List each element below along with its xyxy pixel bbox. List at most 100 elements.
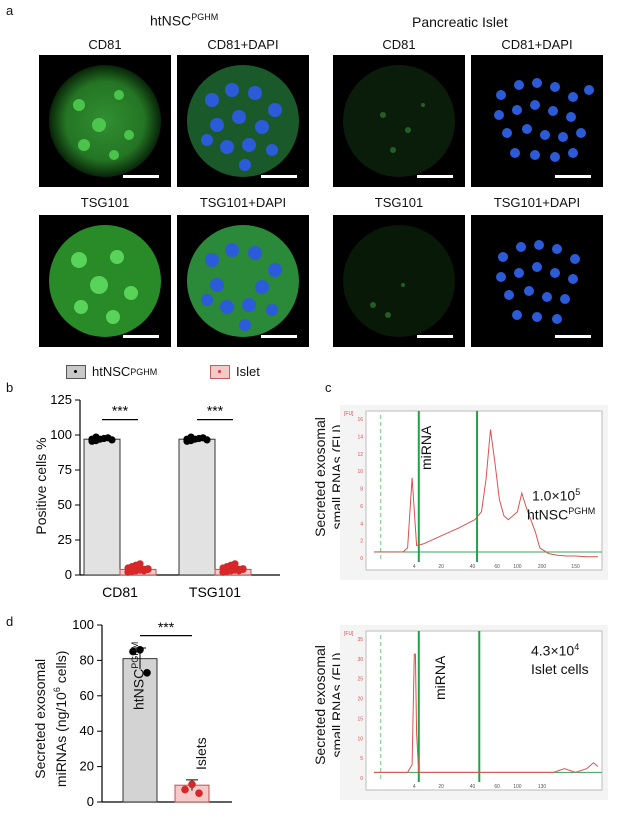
y-tick-label: 60 bbox=[80, 688, 94, 703]
group-label-htnsc: htNSCPGHM bbox=[150, 12, 218, 29]
data-point bbox=[187, 434, 194, 441]
panel-d-xlabel-htnsc-base: htNSC bbox=[131, 669, 147, 710]
panel-c-bottom-mirna: miRNA bbox=[432, 656, 448, 700]
chart-panel-d: 0 20 40 60 80 100 *** bbox=[62, 615, 282, 815]
sig-label: *** bbox=[112, 402, 129, 418]
sig-label: *** bbox=[207, 402, 224, 418]
sig-label: *** bbox=[158, 619, 175, 635]
y-tick-label: 40 bbox=[80, 723, 94, 738]
legend-islet-label: Islet bbox=[236, 364, 260, 379]
legend-dot-islet bbox=[218, 370, 221, 373]
legend-swatch-htnsc bbox=[66, 365, 86, 379]
y-tick-label: 0 bbox=[360, 556, 363, 562]
y-tick-label: 80 bbox=[80, 652, 94, 667]
x-tick-label: 60 bbox=[494, 564, 500, 570]
micrograph-htnsc-cd81-art bbox=[39, 55, 171, 187]
img-title-1: CD81 bbox=[39, 37, 171, 52]
img-title-5: TSG101 bbox=[39, 195, 171, 210]
y-tick-label: 35 bbox=[357, 637, 363, 643]
micrograph-htnsc-cd81-dapi bbox=[177, 55, 309, 187]
y-tick-label: 6 bbox=[360, 504, 363, 510]
legend-dot-htnsc bbox=[74, 370, 77, 373]
y-tick-label: 14 bbox=[357, 434, 363, 440]
y-tick-label: 75 bbox=[58, 462, 72, 477]
micrograph-htnsc-tsg101 bbox=[39, 215, 171, 347]
x-tick-label: 40 bbox=[470, 784, 476, 790]
panel-c-top-sample-base: htNSC bbox=[527, 507, 568, 523]
data-point bbox=[231, 560, 238, 567]
x-tick-label: 200 bbox=[538, 564, 547, 570]
micrograph-islet-tsg101-dapi-art bbox=[471, 215, 603, 347]
micrograph-islet-cd81 bbox=[333, 55, 465, 187]
y-tick-label: 10 bbox=[357, 736, 363, 742]
img-title-4: CD81+DAPI bbox=[471, 37, 603, 52]
panel-d-xlabel-htnsc: htNSCPGHM bbox=[130, 642, 147, 710]
legend-islet: Islet bbox=[210, 364, 260, 379]
panel-c-letter: c bbox=[325, 380, 332, 395]
panel-c-top-sample-sup: PGHM bbox=[568, 506, 595, 516]
panel-c-top-mirna: miRNA bbox=[418, 426, 434, 470]
bar bbox=[179, 439, 215, 575]
x-tick-label: 150 bbox=[571, 564, 580, 570]
data-point bbox=[144, 566, 151, 573]
y-tick-label: 15 bbox=[357, 716, 363, 722]
data-point bbox=[239, 566, 246, 573]
panel-c-bottom-count-exp: 4 bbox=[574, 642, 579, 652]
fu-unit-tag: [FU] bbox=[344, 411, 354, 417]
y-tick-label: 20 bbox=[80, 759, 94, 774]
img-title-7: TSG101 bbox=[333, 195, 465, 210]
micrograph-islet-tsg101 bbox=[333, 215, 465, 347]
y-tick-label: 125 bbox=[50, 392, 72, 407]
micrograph-htnsc-tsg101-dapi-art bbox=[177, 215, 309, 347]
y-tick-label: 12 bbox=[357, 452, 363, 458]
x-tick-label: 60 bbox=[494, 784, 500, 790]
x-tick-label: 20 bbox=[438, 564, 444, 570]
data-point bbox=[92, 434, 99, 441]
panel-c-top-count-exp: 5 bbox=[575, 487, 580, 497]
y-tick-label: 20 bbox=[357, 697, 363, 703]
micrograph-htnsc-tsg101-dapi bbox=[177, 215, 309, 347]
panel-c-top-ylabel-1: Secreted exosomal bbox=[312, 397, 329, 557]
bar bbox=[84, 439, 120, 575]
micrograph-islet-cd81-dapi-art bbox=[471, 55, 603, 187]
x-tick-label: 4 bbox=[413, 784, 416, 790]
legend-htnsc-sup: PGHM bbox=[130, 367, 157, 377]
x-tick-label: TSG101 bbox=[189, 584, 241, 600]
y-tick-label: 0 bbox=[360, 776, 363, 782]
y-tick-label: 5 bbox=[360, 756, 363, 762]
legend-swatch-islet bbox=[210, 365, 230, 379]
y-tick-label: 0 bbox=[87, 794, 94, 809]
panel-c-bottom-ylabel-1: Secreted exosomal bbox=[312, 625, 329, 785]
panel-d-xlabel-islets: Islets bbox=[193, 737, 209, 770]
x-tick-label: 130 bbox=[538, 784, 547, 790]
x-tick-label: 100 bbox=[513, 564, 522, 570]
y-tick-label: 100 bbox=[72, 617, 94, 632]
legend-htnsc: htNSC PGHM bbox=[66, 364, 157, 379]
chart-panel-b: 0 25 50 75 100 125 *** CD81 *** TSG101 bbox=[40, 390, 290, 610]
legend-htnsc-base: htNSC bbox=[92, 364, 130, 379]
micrograph-islet-cd81-dapi bbox=[471, 55, 603, 187]
x-tick-label: 100 bbox=[513, 784, 522, 790]
y-tick-label: 30 bbox=[357, 657, 363, 663]
data-point bbox=[108, 436, 115, 443]
micrograph-htnsc-cd81-dapi-art bbox=[177, 55, 309, 187]
group-label-htnsc-sup: PGHM bbox=[191, 12, 218, 22]
x-tick-label: 4 bbox=[413, 564, 416, 570]
panel-a-letter: a bbox=[6, 3, 13, 18]
micrograph-htnsc-tsg101-art bbox=[39, 215, 171, 347]
fu-unit-tag: [FU] bbox=[344, 631, 354, 637]
micrograph-islet-tsg101-art bbox=[333, 215, 465, 347]
panel-c-top-count: 1.0×105 bbox=[532, 487, 580, 504]
panel-c-top-count-base: 1.0 bbox=[532, 488, 551, 504]
img-title-2: CD81+DAPI bbox=[177, 37, 309, 52]
micrograph-islet-tsg101-dapi bbox=[471, 215, 603, 347]
data-point bbox=[195, 789, 203, 797]
y-tick-label: 0 bbox=[65, 567, 72, 582]
y-tick-label: 25 bbox=[58, 532, 72, 547]
panel-c-bottom-sample: Islet cells bbox=[531, 661, 589, 677]
y-tick-label: 8 bbox=[360, 487, 363, 493]
y-tick-label: 50 bbox=[58, 497, 72, 512]
img-title-8: TSG101+DAPI bbox=[471, 195, 603, 210]
panel-d-letter: d bbox=[6, 614, 13, 629]
micrograph-htnsc-cd81 bbox=[39, 55, 171, 187]
